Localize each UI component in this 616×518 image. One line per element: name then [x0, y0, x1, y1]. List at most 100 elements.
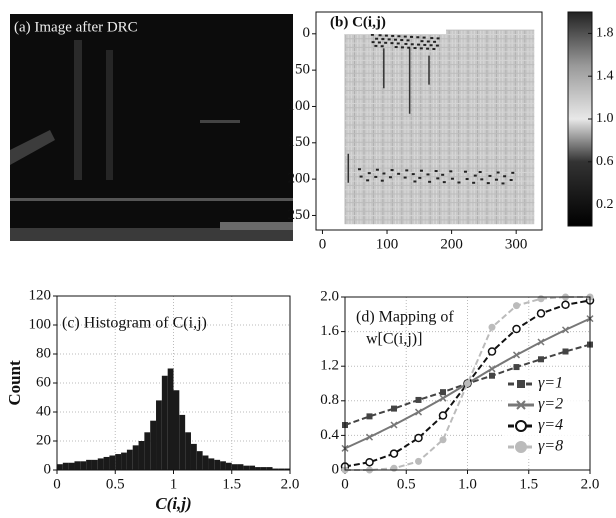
histogram-bar	[57, 464, 63, 470]
marker	[488, 365, 496, 373]
y-axis-label: Count	[5, 360, 24, 406]
marker	[489, 372, 495, 379]
heatmap-texture	[410, 35, 414, 38]
image	[10, 14, 293, 241]
y-tick-label: 0	[332, 461, 340, 477]
colorbar-tick-label: 1.0	[596, 111, 614, 126]
heatmap-texture	[411, 173, 415, 176]
heatmap-texture	[436, 37, 440, 40]
histogram-bar	[196, 451, 203, 470]
marker	[537, 338, 545, 346]
heatmap-texture	[380, 45, 384, 48]
heatmap-texture	[457, 181, 461, 184]
heatmap-texture	[413, 47, 417, 50]
y-tick-label: 1.6	[320, 323, 339, 339]
histogram-bar	[109, 455, 116, 470]
marker	[440, 389, 446, 396]
panel-title: (c) Histogram of C(i,j)	[62, 315, 207, 332]
y-tick-label: 0.4	[320, 427, 339, 443]
heatmap-texture	[441, 173, 445, 176]
heatmap-texture	[393, 38, 397, 41]
marker	[488, 323, 496, 331]
heatmap-texture	[432, 48, 436, 51]
x-tick-label: 0.5	[106, 476, 125, 492]
heatmap-texture	[472, 181, 476, 184]
heatmap-texture	[429, 44, 433, 47]
heatmap-texture	[407, 46, 411, 49]
histogram-bar	[161, 375, 168, 470]
histogram-bar	[91, 459, 98, 470]
image-detail	[106, 50, 113, 180]
marker	[439, 436, 447, 444]
heatmap-texture	[404, 42, 408, 45]
heatmap-texture	[405, 169, 409, 172]
heatmap-texture	[426, 40, 430, 43]
histogram-bar	[225, 462, 232, 470]
histogram-bar	[255, 467, 261, 470]
histogram-bar	[249, 465, 256, 470]
x-tick-label: 2.0	[281, 476, 300, 492]
heatmap-texture	[413, 180, 417, 183]
legend-marker	[515, 441, 527, 453]
marker	[389, 449, 399, 458]
heatmap-texture	[501, 182, 505, 185]
heatmap-texture	[375, 168, 379, 171]
heatmap-texture	[473, 174, 477, 177]
frame	[56, 295, 291, 471]
heatmap-texture	[359, 175, 363, 178]
frame	[344, 296, 591, 471]
y-tick-label: 150	[288, 134, 311, 150]
heatmap-texture	[396, 42, 400, 45]
x-tick-label: 1.5	[519, 476, 538, 492]
x-tick-label: 0	[53, 476, 61, 492]
histogram-bar	[190, 443, 197, 470]
heatmap-texture	[426, 173, 430, 176]
heatmap-texture	[434, 170, 438, 173]
image-detail	[220, 222, 293, 230]
histogram-bar	[278, 468, 285, 470]
heatmap-texture	[403, 35, 407, 38]
heatmap-texture	[417, 43, 421, 46]
heatmap-texture	[403, 176, 407, 179]
heatmap-texture	[503, 175, 507, 178]
x-tick-label: 1.5	[222, 476, 241, 492]
heatmap-texture	[380, 179, 384, 182]
heatmap-texture	[406, 39, 410, 42]
title-background	[326, 12, 446, 34]
colorbar-tick-label: 1.8	[596, 26, 614, 41]
panel-title: w[C(i,j)]	[366, 331, 422, 348]
image-panel: (a) Image after DRC	[10, 14, 293, 241]
heatmap-texture	[390, 42, 394, 45]
x-tick-label: 2.0	[581, 476, 600, 492]
histogram-bar	[115, 454, 122, 470]
heatmap-texture	[397, 35, 401, 38]
y-tick-label: 0	[303, 25, 311, 41]
histogram-bar	[237, 464, 244, 470]
marker	[365, 433, 374, 441]
y-tick-label: 2.0	[320, 288, 339, 304]
heatmap-texture	[382, 172, 386, 175]
heatmap-texture	[450, 177, 454, 180]
histogram-bar	[220, 461, 226, 470]
colorbar-tick-label: 0.2	[596, 197, 614, 212]
y-tick-label: 20	[36, 432, 51, 448]
heatmap-texture	[384, 41, 388, 44]
marker	[366, 413, 373, 420]
legend-label: γ=1	[538, 375, 563, 392]
histogram-bar	[126, 449, 133, 470]
histogram-bar	[266, 467, 273, 470]
x-tick-label: 300	[505, 236, 528, 252]
heatmap-texture	[374, 175, 378, 178]
histogram-bar	[167, 368, 174, 470]
histogram-bar	[179, 414, 186, 470]
marker	[390, 464, 398, 472]
heatmap-texture	[423, 43, 427, 46]
heatmap-texture	[371, 41, 375, 44]
histogram-bar	[68, 462, 75, 470]
series-line	[345, 296, 590, 471]
heatmap-texture	[435, 44, 439, 47]
legend-label: γ=8	[538, 438, 563, 455]
y-tick-label: 200	[288, 171, 311, 187]
marker	[464, 380, 471, 387]
